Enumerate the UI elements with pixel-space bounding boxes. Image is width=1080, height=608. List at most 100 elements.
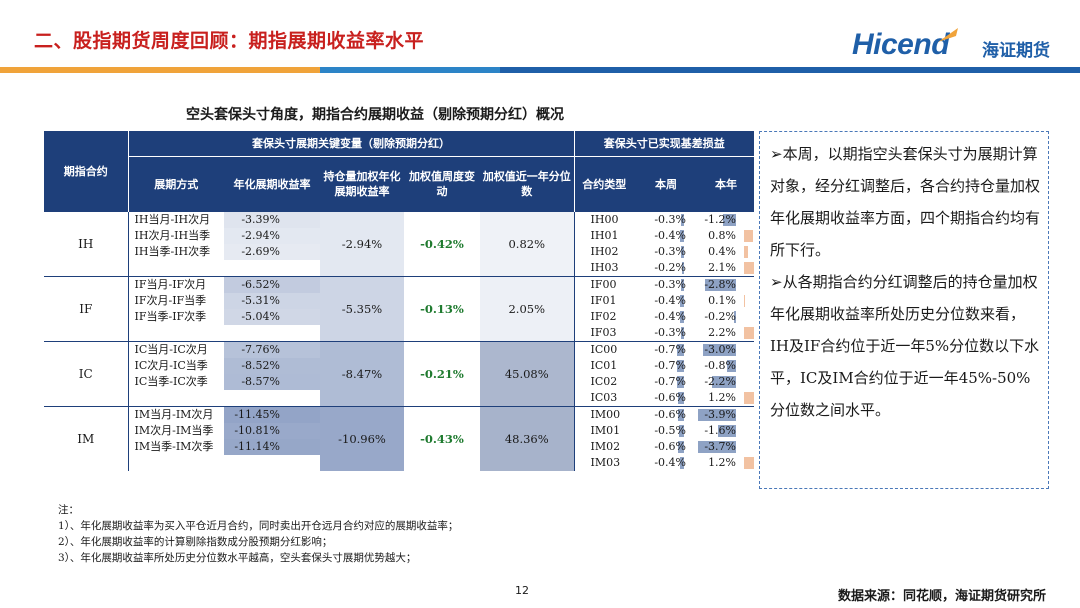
basis-year: -0.2% <box>698 309 754 325</box>
basis-year-value: 2.1% <box>708 261 737 274</box>
basis-week-value: -0.4% <box>654 229 687 242</box>
basis-year-bar <box>744 327 755 339</box>
basis-week-bar <box>679 425 685 437</box>
annual-rate: -8.52% <box>224 358 320 374</box>
header-this-year: 本年 <box>698 156 755 212</box>
annual-rate: -3.39% <box>224 212 320 228</box>
basis-year-bar <box>744 230 753 242</box>
basis-week-bar <box>680 457 685 469</box>
basis-year-bar <box>744 295 746 307</box>
contract-type: IC01 <box>573 358 635 374</box>
basis-week-value: -0.2% <box>654 261 687 274</box>
weekly-change: -0.43% <box>420 432 464 446</box>
table-row: IM次月-IM当季 -10.81% IM01 -0.5% -1.6% <box>44 423 754 439</box>
basis-week-bar <box>680 311 685 323</box>
table-row: IH当季-IH次季 -2.69% IH02 -0.3% 0.4% <box>44 244 754 260</box>
weekly-change: -0.42% <box>420 237 464 251</box>
contract-type: IC00 <box>573 341 635 358</box>
table-row: IF IF当月-IF次月 -6.52% -5.35% -0.13% 2.05% IF00 -0… <box>44 276 755 342</box>
roll-method: IF当月-IF次月 <box>134 278 207 291</box>
basis-year: -3.9% <box>698 407 754 424</box>
basis-year-value: -0.8% <box>704 359 737 372</box>
basis-year: -2.8% <box>698 277 754 294</box>
basis-year: -1.2% <box>698 212 754 228</box>
logo-brand: Hicend <box>852 28 950 61</box>
basis-week: -0.3% <box>634 325 698 342</box>
basis-year: 0.8% <box>698 228 754 244</box>
contract-name: IH <box>44 212 129 277</box>
table-row: IH IH当月-IH次月 -3.39% -2.94% -0.42% 0.82% IH00 -0… <box>44 212 754 277</box>
table-row: IH次月-IH当季 -2.94% IH01 -0.4% 0.8% <box>44 228 754 244</box>
header-annual-rate: 年化展期收益率 <box>224 156 320 212</box>
basis-week: -0.3% <box>634 212 698 228</box>
basis-year-value: -0.2% <box>704 310 737 323</box>
roll-method: IH次月-IH当季 <box>134 229 211 242</box>
basis-year: -0.8% <box>698 358 754 374</box>
contract-type: IF03 <box>573 325 635 342</box>
table-title: 空头套保头寸角度，期指合约展期收益（剔除预期分红）概况 <box>186 107 564 123</box>
basis-year-bar <box>711 376 737 388</box>
contract-type: IH02 <box>573 244 635 260</box>
basis-year: 0.4% <box>698 244 754 260</box>
percentile: 2.05% <box>480 276 575 342</box>
contract-type: IC03 <box>573 390 635 407</box>
basis-year: 2.1% <box>698 260 755 277</box>
basis-week: -0.6% <box>634 439 698 455</box>
basis-week-value: -0.4% <box>654 294 687 307</box>
basis-week-bar <box>677 360 685 372</box>
basis-week: -0.4% <box>634 293 698 309</box>
header-divider <box>0 67 1080 73</box>
basis-year-value: -1.6% <box>704 424 737 437</box>
basis-year-bar <box>698 441 737 453</box>
roll-method: IM当月-IM次月 <box>134 408 214 421</box>
annual-rate: -7.76% <box>224 341 320 358</box>
basis-week-value: -0.7% <box>654 375 687 388</box>
annual-rate: -5.04% <box>224 309 320 325</box>
basis-year-bar <box>727 360 737 372</box>
basis-year-bar <box>744 246 749 258</box>
basis-year-value: -3.7% <box>704 440 737 453</box>
basis-year: 1.2% <box>698 455 755 471</box>
basis-year-bar <box>733 311 737 323</box>
basis-week: -0.6% <box>634 407 698 424</box>
basis-year-value: 0.4% <box>708 245 737 258</box>
basis-week-bar <box>678 392 685 404</box>
header-weighted-rate: 持仓量加权年化展期收益率 <box>320 156 404 212</box>
table-row: IM03 -0.4% 1.2% <box>44 455 755 471</box>
basis-year-bar <box>722 214 737 226</box>
basis-year-value: 1.2% <box>708 391 737 404</box>
logo-swoosh-icon <box>938 28 958 42</box>
annual-rate: -10.81% <box>224 423 320 439</box>
basis-year-bar <box>744 262 755 274</box>
basis-year-bar <box>698 409 737 421</box>
basis-week-bar <box>681 214 685 226</box>
basis-week-value: -0.5% <box>654 424 687 437</box>
basis-week: -0.6% <box>634 390 698 407</box>
table-row: IC当季-IC次季 -8.57% IC02 -0.7% -2.2% <box>44 374 754 390</box>
weekly-change: -0.13% <box>420 302 464 316</box>
footnote-1: 1）、年化展期收益率为买入平仓近月合约，同时卖出开仓远月合约对应的展期收益率； <box>58 520 459 532</box>
basis-week: -0.2% <box>634 260 698 277</box>
basis-week: -0.7% <box>634 374 698 390</box>
annual-rate: -11.14% <box>224 439 320 455</box>
contract-type: IH01 <box>573 228 635 244</box>
table-row: IM IM当月-IM次月 -11.45% -10.96% -0.43% 48.36% IM0… <box>44 406 755 471</box>
roll-method: IH当季-IH次季 <box>134 245 211 258</box>
header-contract-type: 合约类型 <box>573 156 635 212</box>
contract-name: IC <box>44 341 129 407</box>
basis-year-value: -2.8% <box>704 278 737 291</box>
company-logo: Hicend 海证期货 <box>852 26 1062 66</box>
percentile: 0.82% <box>480 212 575 277</box>
contract-type: IM02 <box>573 439 635 455</box>
header-group-key-variables: 套保头寸展期关键变量（剔除预期分红） <box>127 131 575 157</box>
basis-year: 1.2% <box>698 390 755 407</box>
basis-year: -3.7% <box>698 439 754 455</box>
weighted-rate: -8.47% <box>320 341 404 407</box>
basis-week: -0.4% <box>634 309 698 325</box>
basis-week: -0.3% <box>634 277 698 294</box>
basis-week-bar <box>678 409 685 421</box>
basis-year-bar <box>718 425 737 437</box>
basis-week-value: -0.4% <box>654 310 687 323</box>
contract-type: IC02 <box>573 374 635 390</box>
table-row: IC IC当月-IC次月 -7.76% -8.47% -0.21% 45.08% IC00 -… <box>44 341 755 407</box>
